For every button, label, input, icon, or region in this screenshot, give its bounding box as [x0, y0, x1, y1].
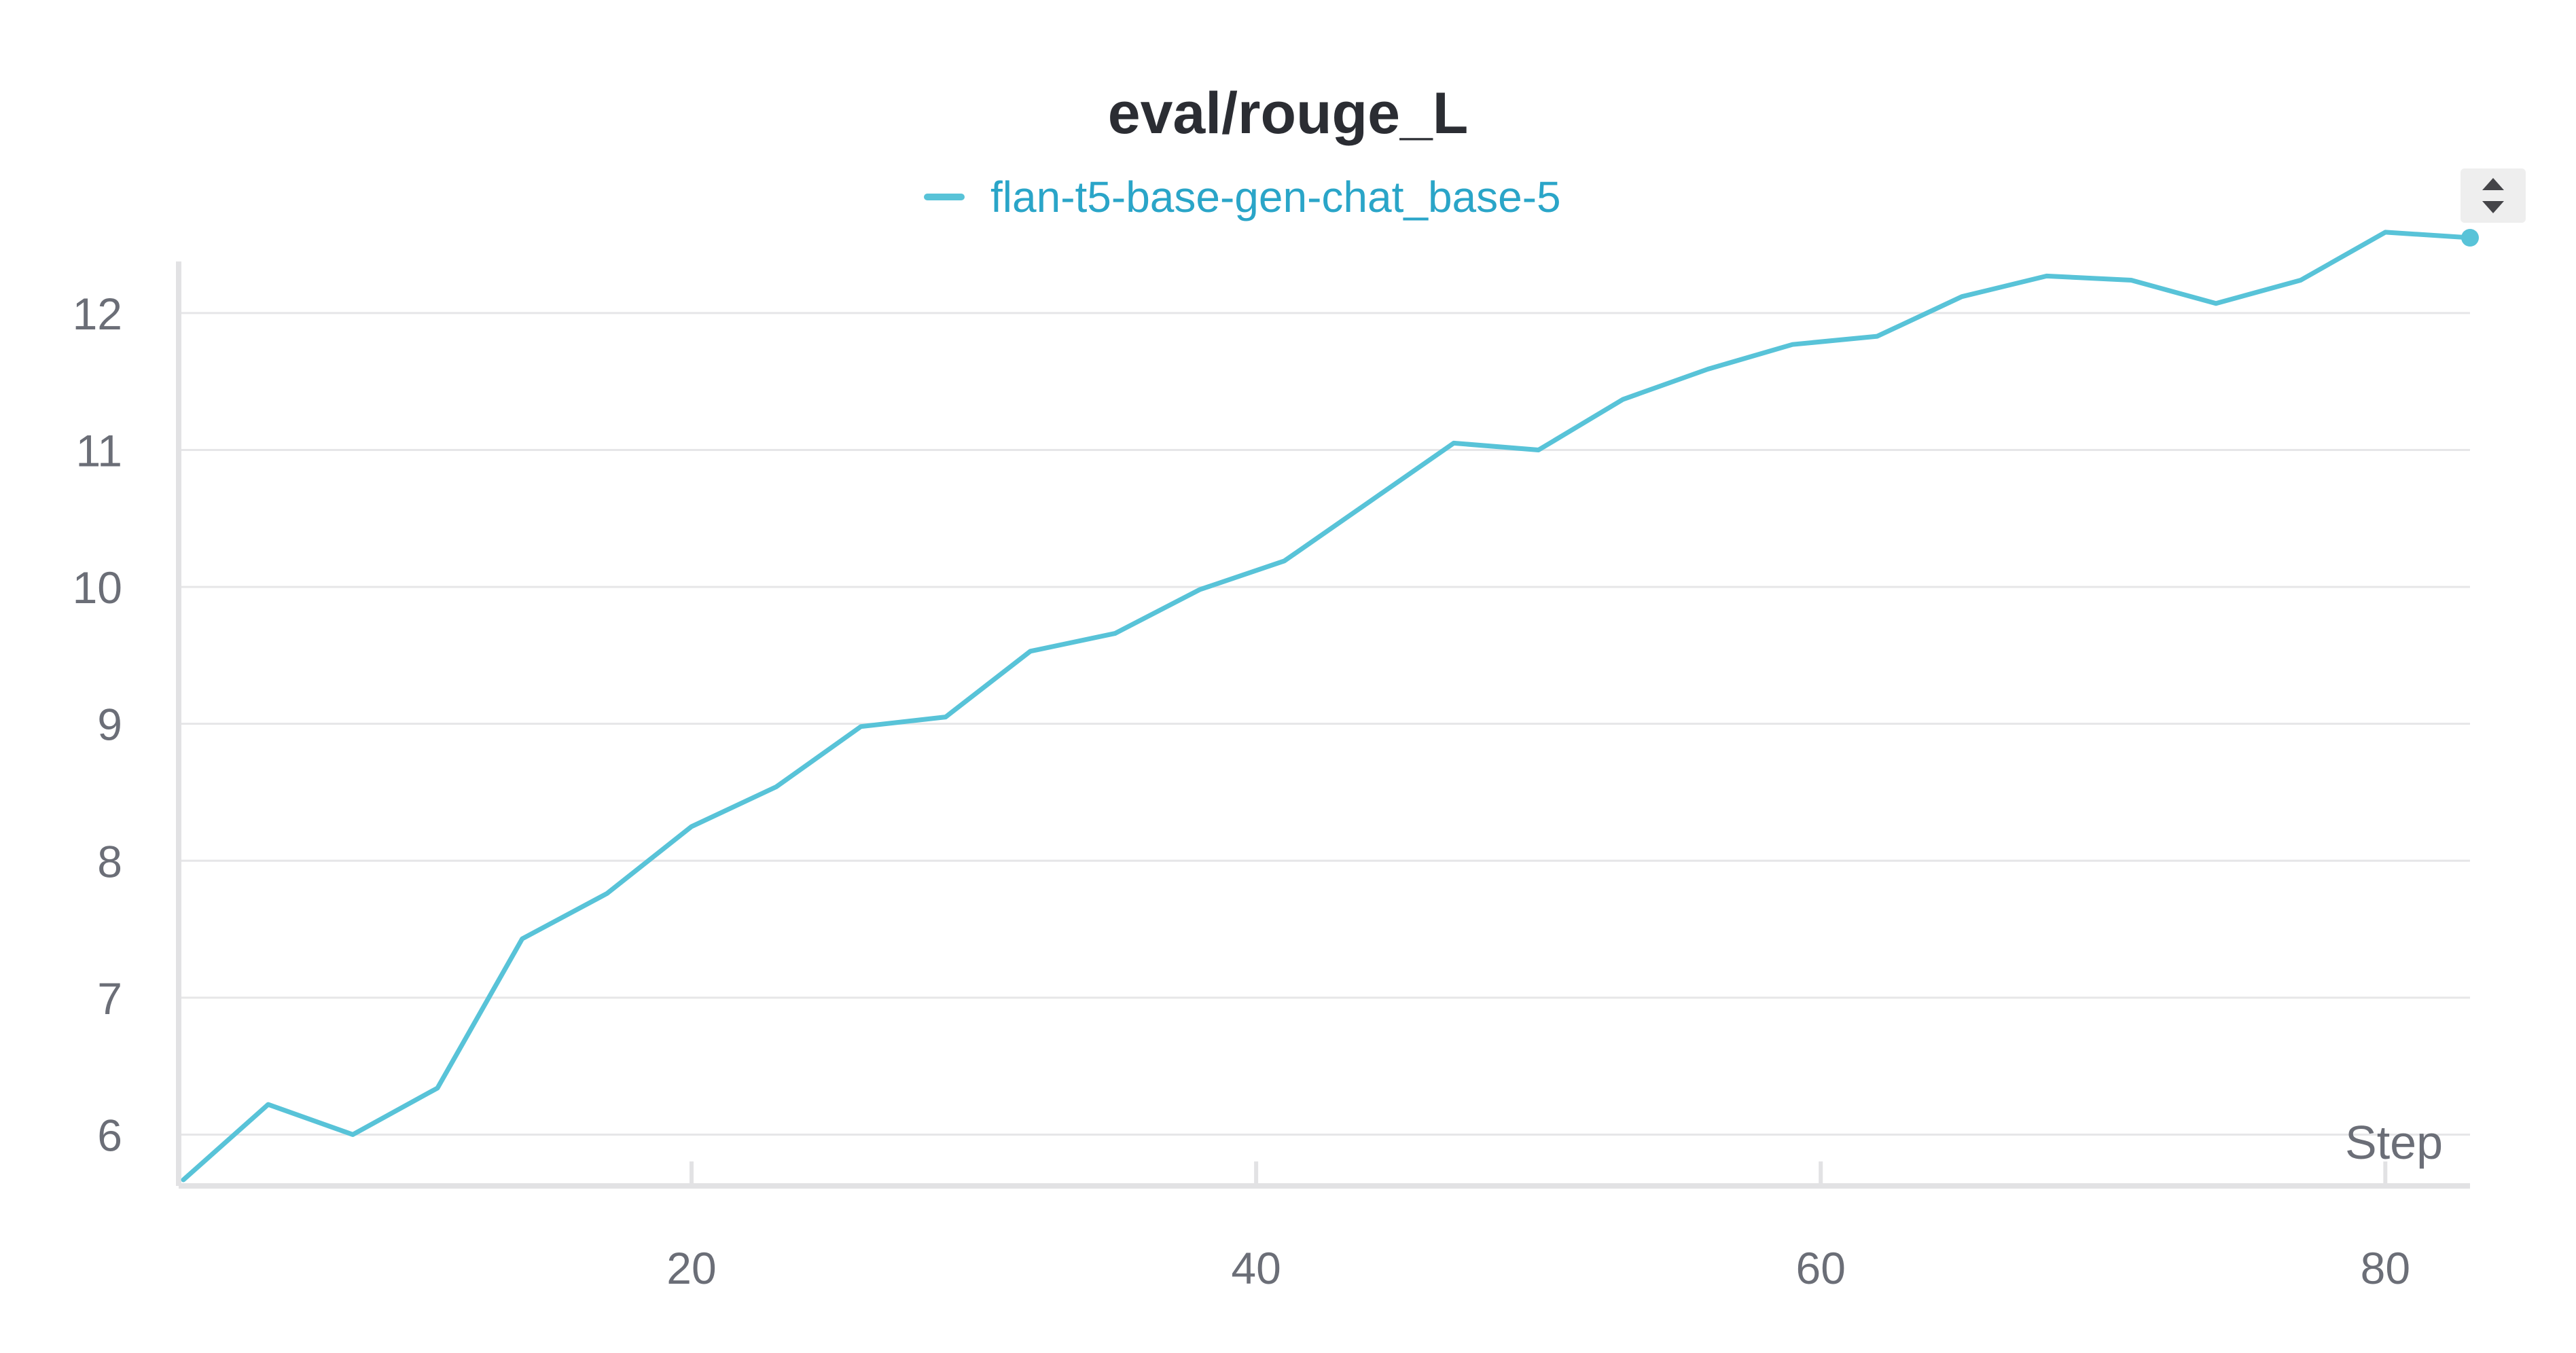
series — [181, 229, 2479, 1183]
legend-label[interactable]: flan-t5-base-gen-chat_base-5 — [990, 173, 1561, 221]
y-tick-label: 9 — [97, 700, 122, 750]
legend-scroll-control[interactable] — [2461, 168, 2526, 223]
series-line[interactable] — [181, 230, 2473, 1183]
y-tick-label: 11 — [75, 425, 122, 475]
scroll-up-icon[interactable] — [2482, 178, 2504, 190]
gridlines — [179, 312, 2470, 1136]
y-tick-label: 12 — [73, 289, 122, 339]
y-tick-label: 6 — [97, 1110, 122, 1160]
legend-scroll-icons — [2482, 178, 2504, 213]
x-axis-title: Step — [2345, 1116, 2443, 1169]
x-tick-label: 80 — [2361, 1243, 2410, 1293]
axes — [176, 261, 2470, 1189]
y-tick-label: 10 — [73, 562, 122, 613]
tick-labels: 6 7 8 9 10 11 12 20 40 60 80 — [73, 289, 2410, 1293]
scroll-down-icon[interactable] — [2482, 201, 2504, 213]
legend-swatch — [924, 194, 965, 200]
series-end-point[interactable] — [2461, 229, 2479, 247]
x-tick-label: 40 — [1231, 1243, 1281, 1293]
y-tick-label: 8 — [97, 836, 122, 886]
chart-title: eval/rouge_L — [1107, 81, 1469, 146]
y-tick-label: 7 — [97, 973, 122, 1024]
x-tick-label: 20 — [666, 1243, 716, 1293]
x-tick-label: 60 — [1796, 1243, 1846, 1293]
legend[interactable]: flan-t5-base-gen-chat_base-5 — [924, 170, 1561, 224]
